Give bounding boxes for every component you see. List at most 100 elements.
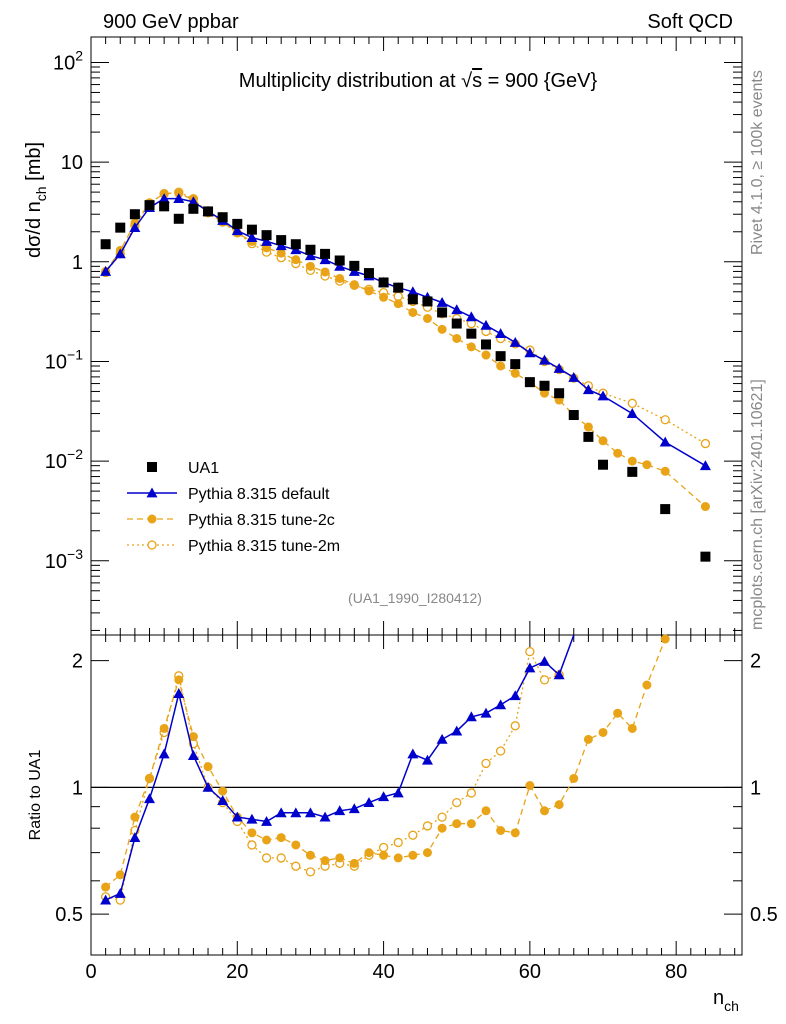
x-tick-label: 0	[85, 961, 96, 983]
ratio-default-point	[348, 803, 360, 814]
ratio-tune2c-point	[393, 853, 403, 863]
x-tick-label: 60	[519, 961, 541, 983]
ratio-series-layer	[100, 634, 670, 905]
ratio-tune2m-point	[452, 797, 462, 808]
ratio-default-point	[187, 750, 199, 760]
main-title: Multiplicity distribution at √s = 900 {G…	[239, 70, 598, 92]
main-default-point	[407, 286, 419, 297]
main-tune2m-point	[700, 438, 711, 449]
main-data-point	[660, 504, 671, 515]
ratio-default-point	[217, 795, 229, 806]
main-default-point	[114, 248, 126, 259]
analysis-watermark: (UA1_1990_I280412)	[348, 590, 482, 606]
ratio-tune2c-point	[422, 848, 432, 858]
main-default-point	[582, 384, 594, 395]
ratio-tune2c-point	[510, 828, 520, 838]
main-data-point	[407, 294, 418, 305]
main-tune2c-point	[320, 267, 330, 277]
main-data-point	[203, 206, 214, 217]
ratio-tune2m-point	[525, 646, 535, 657]
ratio-tune2m-point	[495, 746, 506, 756]
main-data-point	[290, 239, 301, 250]
main-y-tick-label: 10−1	[45, 346, 83, 373]
ratio-default-point	[465, 711, 477, 722]
legend-entry-default: Pythia 8.315 default	[127, 486, 330, 503]
ratio-y-tick-label-right: 1	[750, 777, 761, 799]
main-data-point	[539, 380, 550, 391]
ratio-default-point	[319, 811, 331, 822]
legend-marker-default	[146, 487, 158, 498]
ratio-tune2c-point	[627, 723, 637, 733]
ratio-tune2c-point	[130, 812, 140, 822]
ratio-panel-frame	[90, 634, 743, 956]
ratio-tune2c-point	[569, 773, 579, 783]
main-data-point	[217, 212, 228, 223]
main-data-point	[437, 307, 448, 318]
ratio-y-tick-label: 0.5	[55, 904, 83, 926]
ratio-default-point	[378, 791, 390, 802]
main-data-point	[598, 459, 609, 470]
ratio-tune2m-point	[408, 830, 418, 840]
main-data-point	[100, 239, 111, 250]
mcplots-reference-label: mcplots.cern.ch [arXiv:2401.10621]	[749, 379, 766, 630]
main-data-point	[276, 235, 287, 246]
main-tune2c-point	[583, 422, 593, 432]
main-data-point	[246, 224, 257, 235]
ratio-default-point	[246, 813, 258, 824]
main-default-point	[334, 260, 346, 271]
ratio-tune2c-point	[335, 853, 345, 863]
main-tune2c-point	[379, 292, 389, 302]
legend-label-tune2m: Pythia 8.315 tune-2m	[188, 538, 340, 555]
main-y-tick-label: 10	[61, 152, 83, 174]
ratio-tune2c-point	[437, 823, 447, 833]
header-right: Soft QCD	[647, 11, 733, 33]
ratio-tune2c-point	[247, 828, 257, 838]
ratio-tune2m-point	[539, 675, 550, 685]
main-tune2c-point	[540, 388, 550, 398]
ratio-default-point	[261, 815, 273, 826]
main-data-point	[700, 551, 711, 562]
ratio-default-point	[495, 699, 507, 710]
main-tune2c-point	[393, 299, 403, 309]
legend: UA1 Pythia 8.315 default Pythia 8.315 tune…	[127, 460, 340, 555]
ratio-tune2c-point	[305, 850, 315, 860]
ratio-tick-labels: 0.5 0.51 12 20 20 40 60 80	[55, 651, 778, 983]
main-tune2c-point	[627, 456, 637, 466]
main-data-point	[627, 466, 638, 477]
ratio-default-point	[407, 748, 419, 759]
main-tune2c-point	[291, 255, 301, 265]
ratio-tune2c-point	[218, 786, 228, 796]
ratio-axis-ticks	[90, 635, 742, 956]
ratio-default-point	[290, 807, 302, 818]
ratio-tune2c-point	[101, 882, 111, 892]
ratio-tune2c-point	[174, 675, 184, 685]
ratio-default-point	[202, 781, 214, 792]
ratio-tune2m-point	[393, 837, 403, 848]
main-default-point	[597, 390, 609, 401]
main-default-point	[100, 265, 112, 276]
main-tune2c-point	[700, 502, 710, 512]
ratio-tune2c-point	[203, 762, 213, 772]
ratio-default-point	[363, 797, 375, 808]
main-data-point	[510, 359, 521, 370]
main-y-tick-labels: 10−3 10−2 10−1 1 10 102	[45, 47, 83, 572]
main-tune2c-point	[452, 333, 462, 343]
ratio-tune2c-point	[583, 734, 593, 744]
ratio-tune2m-point	[481, 758, 491, 769]
main-default-point	[539, 354, 551, 365]
ratio-tune2c-point	[320, 856, 330, 866]
main-default-point	[699, 460, 711, 471]
main-data-point	[393, 282, 404, 293]
main-tune2c-point	[481, 350, 491, 360]
main-tune2m-line	[105, 191, 706, 445]
main-default-point	[158, 193, 170, 204]
rivet-version-label: Rivet 4.1.0, ≥ 100k events	[749, 70, 766, 255]
ratio-default-point	[144, 793, 156, 804]
ratio-default-point	[480, 707, 492, 718]
legend-label-data: UA1	[188, 460, 219, 477]
main-default-point	[261, 235, 273, 246]
main-data-point	[173, 213, 184, 224]
main-tune2c-point	[335, 273, 345, 283]
main-data-point	[568, 410, 579, 421]
